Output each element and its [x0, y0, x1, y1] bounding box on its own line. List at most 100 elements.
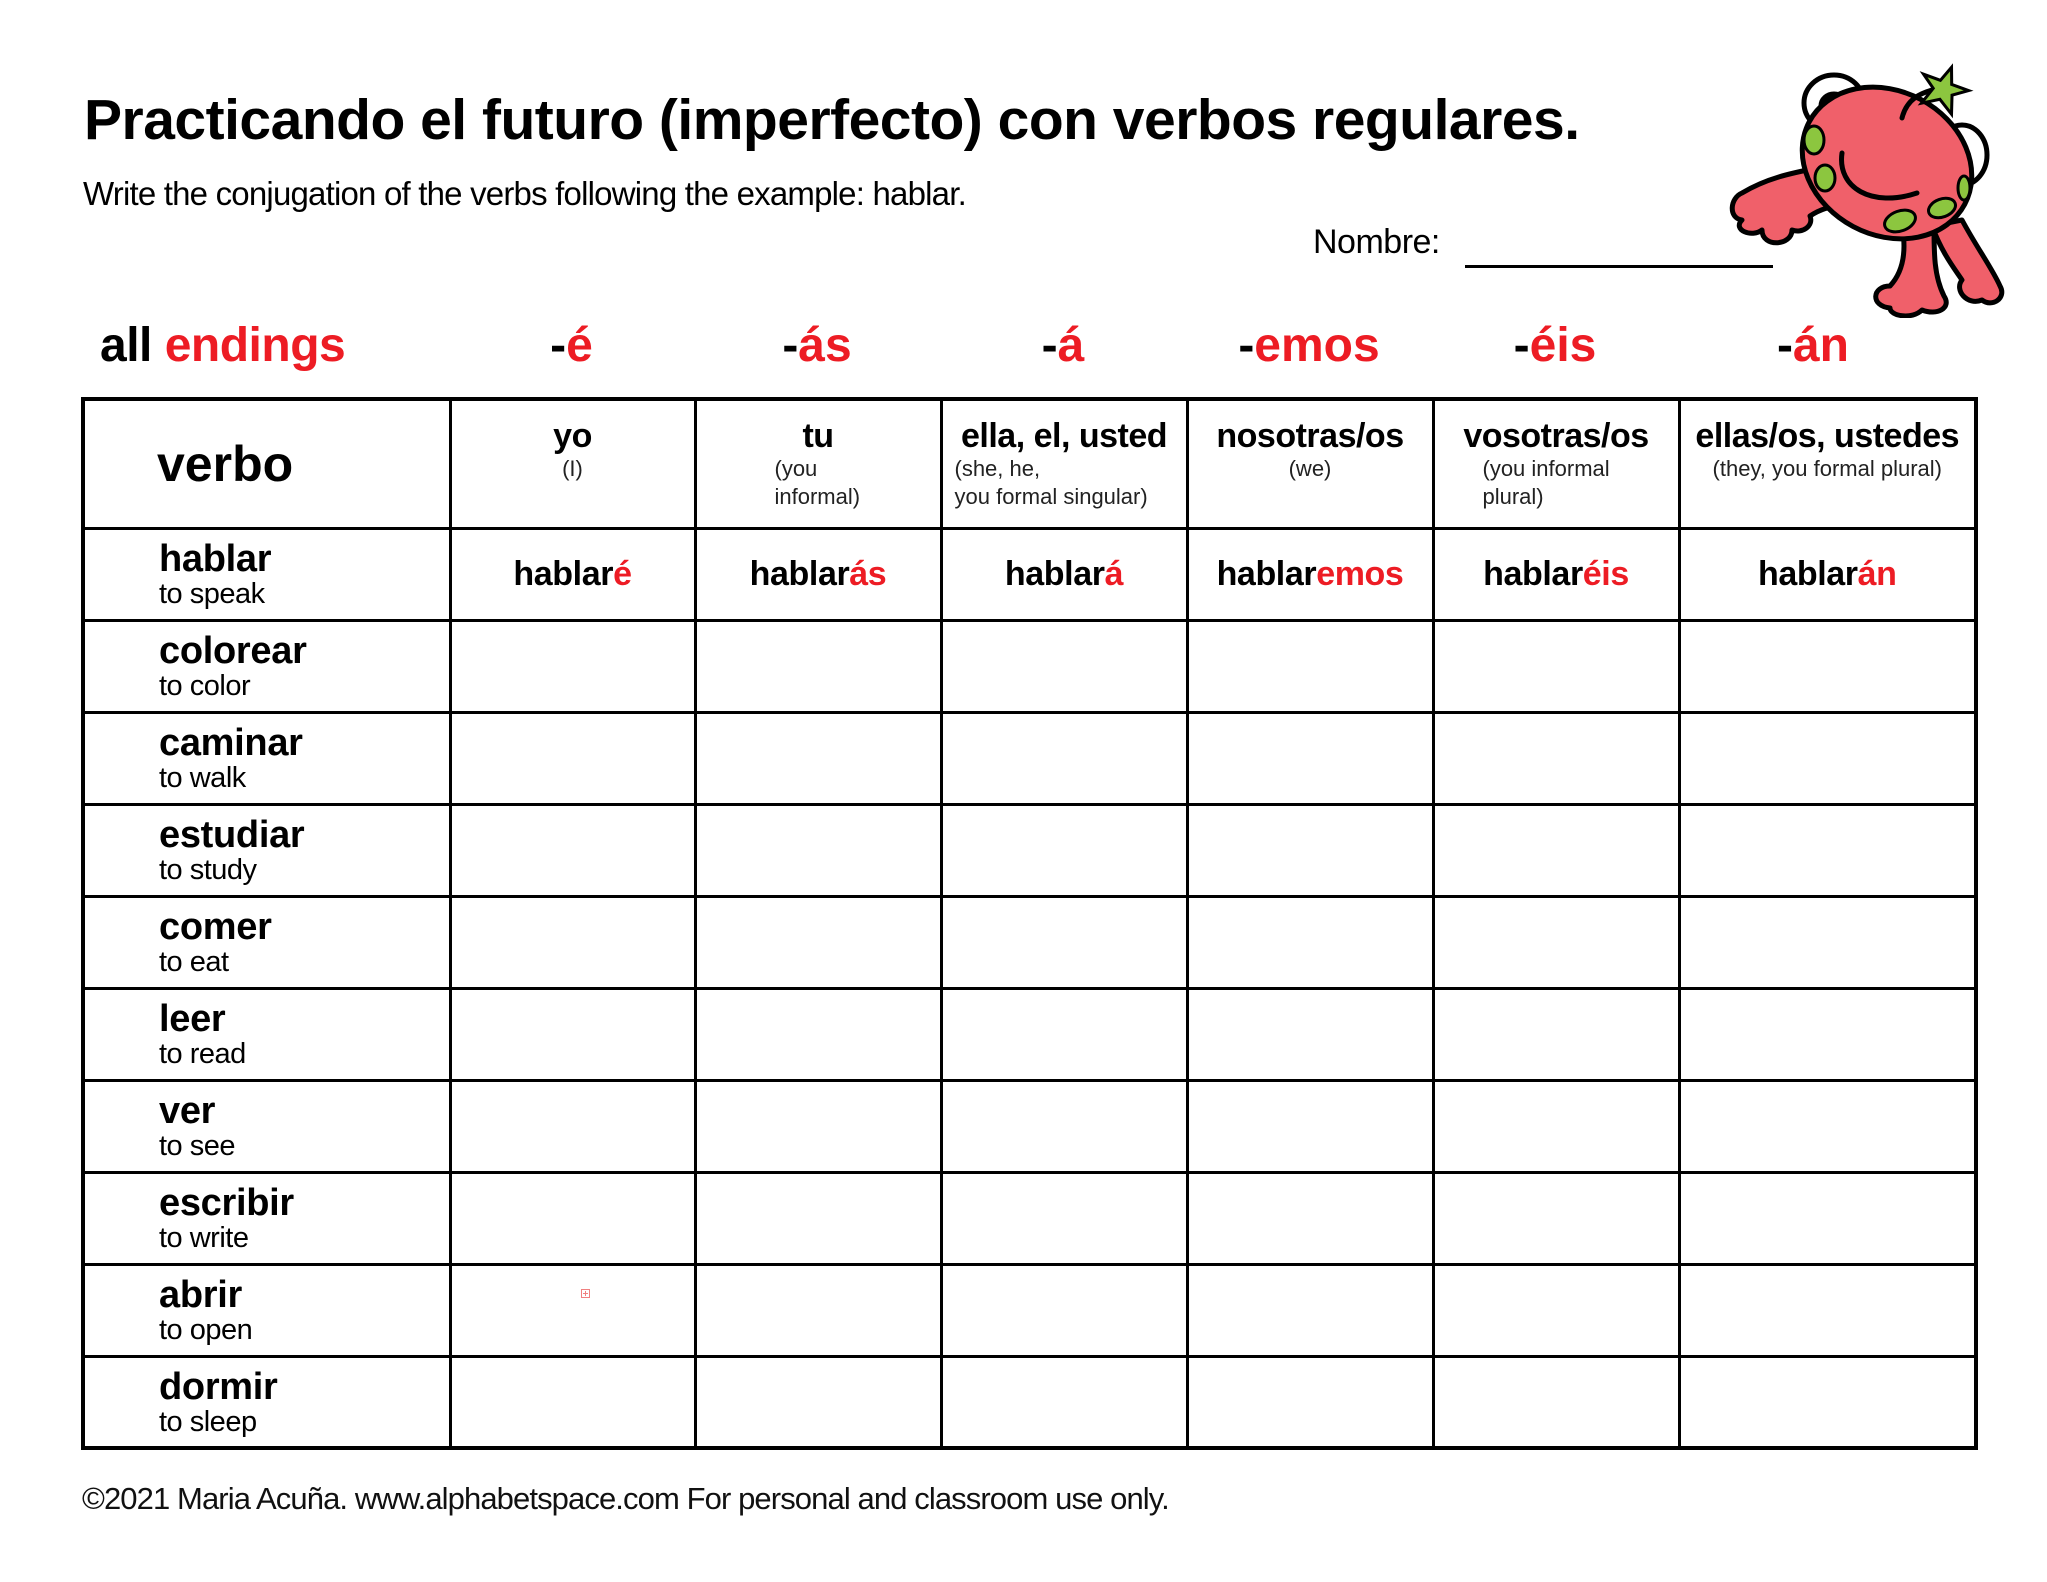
pronoun-header-ellos: ellas/os, ustedes (they, you formal plur… — [1677, 397, 1978, 530]
answer-cell-tu[interactable] — [693, 1170, 943, 1266]
answer-cell-vosotros[interactable] — [1431, 1262, 1681, 1358]
answer-cell-ella[interactable] — [939, 710, 1189, 806]
verb-cell: caminar to walk — [81, 710, 452, 806]
example-conjugation-ella: hablará — [939, 526, 1189, 622]
answer-cell-yo[interactable] — [448, 618, 697, 714]
answer-cell-nosotros[interactable] — [1185, 894, 1435, 990]
answer-cell-ellos[interactable] — [1677, 618, 1978, 714]
plus-square-icon[interactable] — [581, 1289, 590, 1298]
answer-cell-vosotros[interactable] — [1431, 894, 1681, 990]
ending-ella: -á — [1041, 319, 1085, 372]
ending-tu: -ás — [782, 319, 852, 372]
table-row: escribir to write — [81, 1170, 1978, 1266]
answer-cell-ella[interactable] — [939, 894, 1189, 990]
answer-cell-nosotros[interactable] — [1185, 1170, 1435, 1266]
answer-cell-nosotros[interactable] — [1185, 802, 1435, 898]
answer-cell-ella[interactable] — [939, 1078, 1189, 1174]
answer-cell-yo[interactable] — [448, 894, 697, 990]
answer-cell-vosotros[interactable] — [1431, 710, 1681, 806]
conjugation-table: verbo yo (I) tu (you informal) ella, el,… — [81, 397, 1978, 1450]
verb-cell: comer to eat — [81, 894, 452, 990]
pronoun-header-vosotros: vosotras/os (you informal plural) — [1431, 397, 1681, 530]
answer-cell-tu[interactable] — [693, 802, 943, 898]
table-row: colorear to color — [81, 618, 1978, 714]
table-row: dormir to sleep — [81, 1354, 1978, 1450]
verb-column-header: verbo — [81, 397, 452, 530]
answer-cell-ellos[interactable] — [1677, 1170, 1978, 1266]
answer-cell-ella[interactable] — [939, 802, 1189, 898]
answer-cell-vosotros[interactable] — [1431, 986, 1681, 1082]
answer-cell-yo[interactable] — [448, 986, 697, 1082]
table-row: abrir to open — [81, 1262, 1978, 1358]
pronoun-header-yo: yo (I) — [448, 397, 697, 530]
ending-yo: -é — [550, 319, 593, 372]
example-conjugation-ellos: hablarán — [1677, 526, 1978, 622]
answer-cell-tu[interactable] — [693, 894, 943, 990]
answer-cell-ellos[interactable] — [1677, 802, 1978, 898]
answer-cell-ella[interactable] — [939, 1354, 1189, 1450]
answer-cell-yo[interactable] — [448, 710, 697, 806]
answer-cell-ella[interactable] — [939, 618, 1189, 714]
footer-copyright: ©2021 Maria Acuña. www.alphabetspace.com… — [82, 1481, 1170, 1516]
ending-ellos: -án — [1777, 319, 1849, 372]
table-row: estudiar to study — [81, 802, 1978, 898]
example-row: hablar to speak hablaré hablarás hablará… — [81, 526, 1978, 622]
table-row: leer to read — [81, 986, 1978, 1082]
verb-cell: ver to see — [81, 1078, 452, 1174]
answer-cell-ella[interactable] — [939, 1262, 1189, 1358]
answer-cell-ella[interactable] — [939, 1170, 1189, 1266]
instructions: Write the conjugation of the verbs follo… — [83, 175, 967, 212]
verb-cell: dormir to sleep — [81, 1354, 452, 1450]
answer-cell-ella[interactable] — [939, 986, 1189, 1082]
verb-cell: estudiar to study — [81, 802, 452, 898]
answer-cell-nosotros[interactable] — [1185, 618, 1435, 714]
answer-cell-tu[interactable] — [693, 986, 943, 1082]
answer-cell-tu[interactable] — [693, 1262, 943, 1358]
name-label: Nombre: — [1313, 223, 1440, 261]
verb-cell: escribir to write — [81, 1170, 452, 1266]
endings-label-all: all — [100, 319, 152, 372]
verb-cell: colorear to color — [81, 618, 452, 714]
verb-cell: leer to read — [81, 986, 452, 1082]
pronoun-header-tu: tu (you informal) — [693, 397, 943, 530]
table-row: ver to see — [81, 1078, 1978, 1174]
answer-cell-yo[interactable] — [448, 1078, 697, 1174]
answer-cell-yo[interactable] — [448, 1262, 697, 1358]
answer-cell-tu[interactable] — [693, 1078, 943, 1174]
answer-cell-ellos[interactable] — [1677, 986, 1978, 1082]
verb-cell: hablar to speak — [81, 526, 452, 622]
ending-nosotros: -emos — [1238, 319, 1380, 372]
answer-cell-tu[interactable] — [693, 710, 943, 806]
example-conjugation-nosotros: hablaremos — [1185, 526, 1435, 622]
answer-cell-nosotros[interactable] — [1185, 1078, 1435, 1174]
answer-cell-ellos[interactable] — [1677, 710, 1978, 806]
pronoun-header-nosotros: nosotras/os (we) — [1185, 397, 1435, 530]
example-conjugation-yo: hablaré — [448, 526, 697, 622]
answer-cell-vosotros[interactable] — [1431, 1078, 1681, 1174]
answer-cell-vosotros[interactable] — [1431, 802, 1681, 898]
answer-cell-ellos[interactable] — [1677, 1354, 1978, 1450]
answer-cell-ellos[interactable] — [1677, 1078, 1978, 1174]
answer-cell-tu[interactable] — [693, 618, 943, 714]
answer-cell-tu[interactable] — [693, 1354, 943, 1450]
answer-cell-yo[interactable] — [448, 1354, 697, 1450]
answer-cell-yo[interactable] — [448, 802, 697, 898]
endings-label: all endings — [100, 316, 346, 376]
answer-cell-vosotros[interactable] — [1431, 1354, 1681, 1450]
answer-cell-ellos[interactable] — [1677, 894, 1978, 990]
answer-cell-ellos[interactable] — [1677, 1262, 1978, 1358]
verb-cell: abrir to open — [81, 1262, 452, 1358]
answer-cell-nosotros[interactable] — [1185, 710, 1435, 806]
answer-cell-nosotros[interactable] — [1185, 986, 1435, 1082]
ending-vosotros: -éis — [1513, 319, 1597, 372]
table-row: comer to eat — [81, 894, 1978, 990]
pronoun-header-ella: ella, el, usted (she, he, you formal sin… — [939, 397, 1189, 530]
table-row: caminar to walk — [81, 710, 1978, 806]
answer-cell-vosotros[interactable] — [1431, 618, 1681, 714]
name-field-line[interactable] — [1465, 265, 1773, 268]
frog-mascot-icon — [1729, 63, 2005, 318]
answer-cell-nosotros[interactable] — [1185, 1354, 1435, 1450]
answer-cell-nosotros[interactable] — [1185, 1262, 1435, 1358]
answer-cell-yo[interactable] — [448, 1170, 697, 1266]
answer-cell-vosotros[interactable] — [1431, 1170, 1681, 1266]
